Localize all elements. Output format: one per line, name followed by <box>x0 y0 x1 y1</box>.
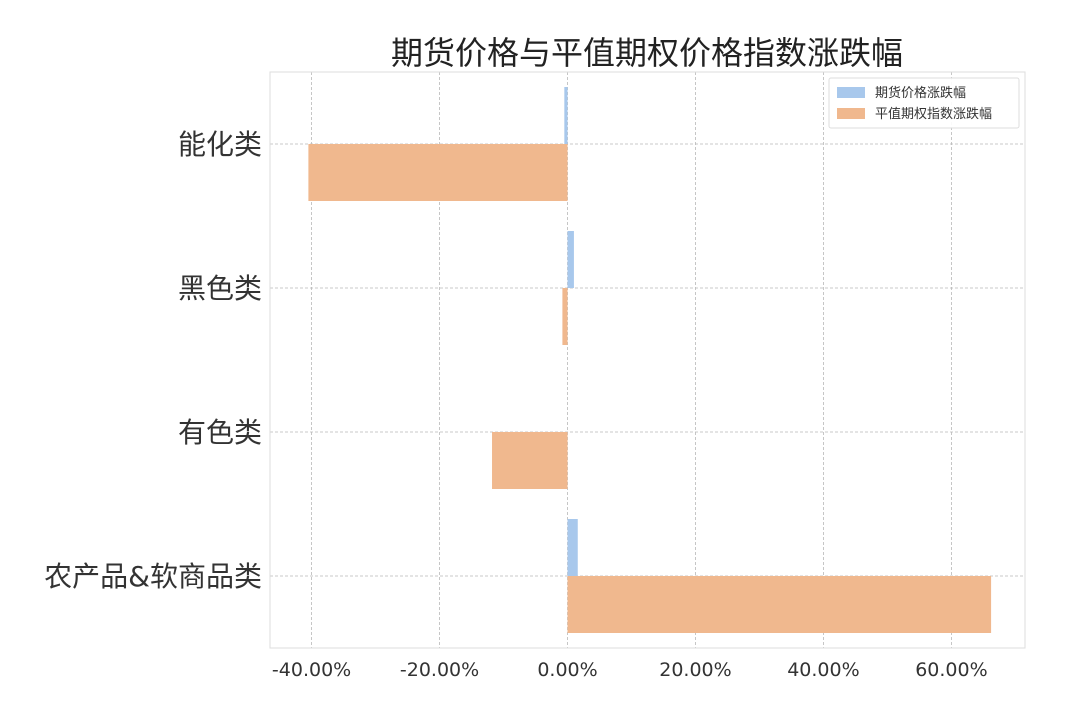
y-tick-label: 黑色类 <box>178 272 262 305</box>
bar-futures <box>564 87 568 144</box>
bar-option-index <box>492 432 568 489</box>
y-tick-label: 农产品&软商品类 <box>44 560 262 593</box>
legend-label: 期货价格涨跌幅 <box>875 85 966 101</box>
chart-title: 期货价格与平值期权价格指数涨跌幅 <box>391 34 903 72</box>
x-tick-label: -40.00% <box>272 659 351 681</box>
y-tick-label: 有色类 <box>178 416 262 449</box>
legend-label: 平值期权指数涨跌幅 <box>875 106 992 122</box>
x-tick-label: 20.00% <box>659 659 731 681</box>
bar-option-index <box>567 576 992 633</box>
x-tick-label: 0.00% <box>537 659 597 681</box>
x-tick-labels: -40.00% -20.00% 0.00% 20.00% 40.00% 60.00% <box>272 659 988 681</box>
y-tick-label: 能化类 <box>178 128 262 161</box>
bar-option-index <box>308 144 568 201</box>
x-tick-label: 60.00% <box>915 659 987 681</box>
plot-frame <box>269 71 1026 649</box>
legend-swatch <box>837 87 865 98</box>
bar-futures <box>567 519 578 576</box>
bars <box>308 87 992 633</box>
bar-futures <box>567 231 574 288</box>
bar-option-index <box>562 288 568 345</box>
x-tick-label: -20.00% <box>400 659 479 681</box>
legend-swatch <box>837 108 865 119</box>
legend-box <box>828 77 1020 129</box>
x-tick-label: 40.00% <box>787 659 859 681</box>
